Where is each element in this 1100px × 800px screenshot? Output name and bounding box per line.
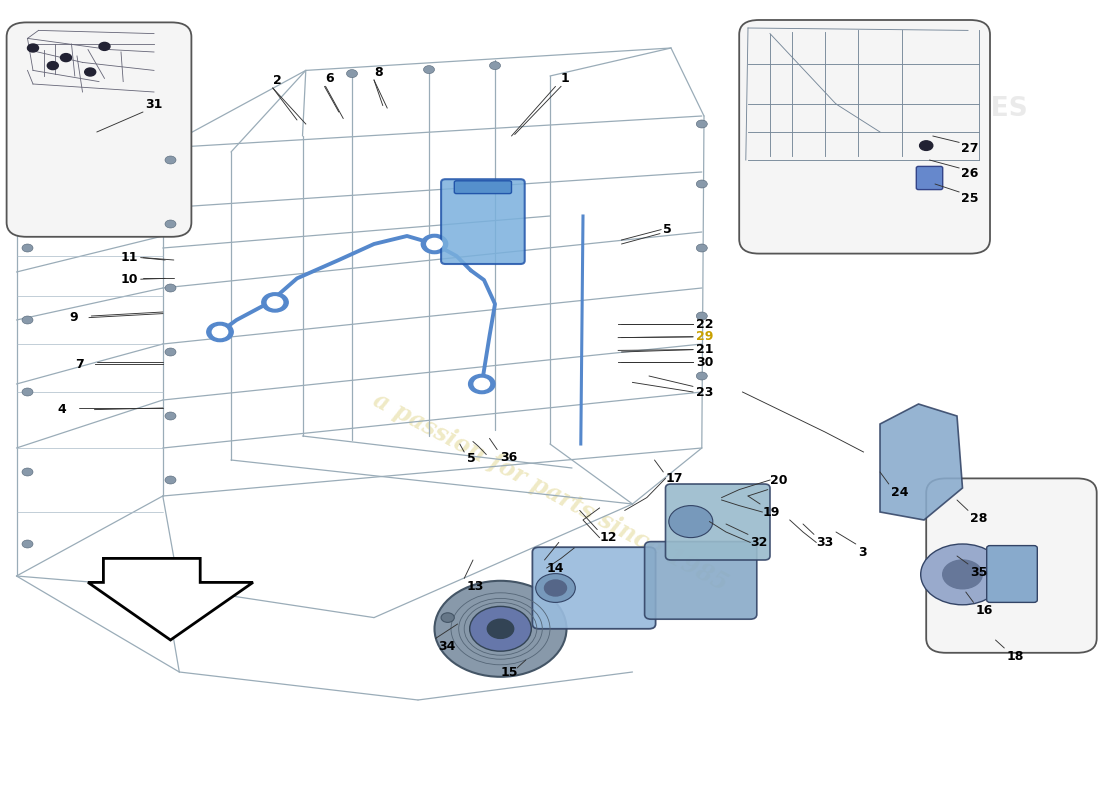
Text: 22: 22 [696,318,714,330]
Text: 14: 14 [547,562,564,574]
Circle shape [696,312,707,320]
Text: 32: 32 [750,536,768,549]
Circle shape [469,374,495,394]
FancyBboxPatch shape [454,181,512,194]
Text: 7: 7 [75,358,84,370]
FancyBboxPatch shape [532,547,656,629]
Circle shape [262,293,288,312]
Circle shape [943,560,982,589]
Text: 10: 10 [121,273,139,286]
Circle shape [696,120,707,128]
Text: 31: 31 [145,98,163,110]
Circle shape [22,316,33,324]
Circle shape [207,322,233,342]
Circle shape [47,62,58,70]
Text: 6: 6 [326,72,334,85]
Circle shape [267,297,283,308]
Circle shape [85,68,96,76]
Text: 19: 19 [762,506,780,518]
Circle shape [165,220,176,228]
Circle shape [99,42,110,50]
Circle shape [165,284,176,292]
Text: 26: 26 [961,167,979,180]
Circle shape [441,613,454,622]
FancyBboxPatch shape [987,546,1037,602]
Circle shape [22,388,33,396]
Circle shape [421,234,448,254]
Text: 3: 3 [858,546,867,558]
Circle shape [22,244,33,252]
FancyBboxPatch shape [739,20,990,254]
FancyBboxPatch shape [916,166,943,190]
Text: 24: 24 [891,486,909,498]
Text: 36: 36 [500,451,518,464]
Text: 13: 13 [466,580,484,593]
Text: 5: 5 [663,223,672,236]
Text: 34: 34 [438,640,455,653]
Text: 21: 21 [696,343,714,356]
Text: 9: 9 [69,311,78,324]
Circle shape [165,156,176,164]
Polygon shape [88,558,253,640]
Circle shape [490,62,500,70]
Circle shape [346,70,358,78]
FancyBboxPatch shape [645,542,757,619]
Text: EUROSPARES: EUROSPARES [833,96,1028,122]
Circle shape [536,574,575,602]
Circle shape [696,372,707,380]
Polygon shape [880,404,962,520]
Text: 18: 18 [1006,650,1024,662]
Circle shape [920,141,933,150]
Circle shape [22,540,33,548]
Circle shape [696,180,707,188]
Circle shape [165,348,176,356]
Text: 17: 17 [666,472,683,485]
Text: 1: 1 [561,72,570,85]
Circle shape [470,606,531,651]
Text: 11: 11 [121,251,139,264]
Circle shape [474,378,490,390]
Text: 20: 20 [770,474,788,486]
FancyBboxPatch shape [7,22,191,237]
Text: 2: 2 [273,74,282,86]
Text: 8: 8 [374,66,383,78]
Text: 12: 12 [600,531,617,544]
Text: 15: 15 [500,666,518,678]
Text: 29: 29 [696,330,714,343]
FancyBboxPatch shape [666,484,770,560]
Text: 5: 5 [468,452,476,465]
Circle shape [424,66,434,74]
Circle shape [487,619,514,638]
Text: 25: 25 [961,192,979,205]
Circle shape [212,326,228,338]
Text: 27: 27 [961,142,979,154]
Text: 4: 4 [57,403,66,416]
Circle shape [921,544,1004,605]
Text: 23: 23 [696,386,714,398]
Circle shape [427,238,442,250]
Text: 28: 28 [970,512,988,525]
Circle shape [165,412,176,420]
FancyBboxPatch shape [441,179,525,264]
Circle shape [165,476,176,484]
Text: 16: 16 [976,604,993,617]
Circle shape [22,468,33,476]
FancyBboxPatch shape [926,478,1097,653]
Circle shape [544,580,566,596]
Text: 33: 33 [816,536,834,549]
Text: a passion for parts since 1985: a passion for parts since 1985 [368,388,732,596]
Circle shape [434,581,566,677]
Text: 35: 35 [970,566,988,578]
Text: 30: 30 [696,356,714,369]
Circle shape [696,244,707,252]
Circle shape [60,54,72,62]
Circle shape [669,506,713,538]
Circle shape [28,44,38,52]
